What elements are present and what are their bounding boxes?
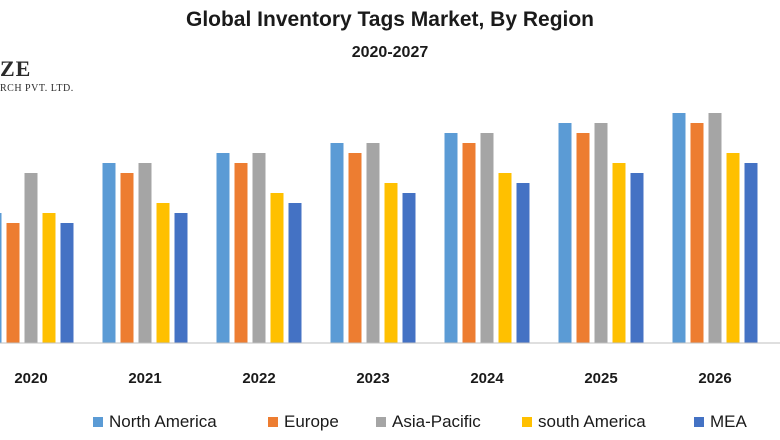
legend-label: Asia-Pacific xyxy=(392,412,481,431)
bar-2026-europe xyxy=(690,123,704,343)
bar-2025-europe xyxy=(576,133,590,343)
x-tick-label-2025: 2025 xyxy=(584,370,617,387)
legend-item-north-america: North America xyxy=(93,407,217,437)
bar-2024-europe xyxy=(462,143,476,343)
legend-swatch xyxy=(268,417,278,427)
bar-2026-north-america xyxy=(672,113,686,343)
bar-2020-asia-pacific xyxy=(24,173,38,343)
bar-2024-asia-pacific xyxy=(480,133,494,343)
bar-2022-asia-pacific xyxy=(252,153,266,343)
bar-2020-south-america xyxy=(42,213,56,343)
legend-item-south-america: south America xyxy=(522,407,646,437)
bar-2021-mea xyxy=(174,213,188,343)
bar-2024-south-america xyxy=(498,173,512,343)
bar-2022-europe xyxy=(234,163,248,343)
x-tick-label-2026: 2026 xyxy=(698,370,731,387)
bar-2022-mea xyxy=(288,203,302,343)
legend-label: MEA xyxy=(710,412,747,431)
x-tick-label-2024: 2024 xyxy=(470,370,504,387)
x-tick-label-2021: 2021 xyxy=(128,370,161,387)
legend-swatch xyxy=(694,417,704,427)
bar-2023-asia-pacific xyxy=(366,143,380,343)
bar-2026-south-america xyxy=(726,153,740,343)
bar-2025-south-america xyxy=(612,163,626,343)
bar-2021-asia-pacific xyxy=(138,163,152,343)
bar-group xyxy=(0,113,758,343)
x-tick-labels: 2020 2021 2022 2023 2024 2025 2026 xyxy=(14,370,731,387)
legend-item-asia-pacific: Asia-Pacific xyxy=(376,407,481,437)
bar-2024-mea xyxy=(516,183,530,343)
bar-2021-europe xyxy=(120,173,134,343)
legend-label: North America xyxy=(109,412,217,431)
watermark-logo-subtext: RCH PVT. LTD. xyxy=(0,83,74,94)
bar-2022-south-america xyxy=(270,193,284,343)
bar-2024-north-america xyxy=(444,133,458,343)
bar-2021-south-america xyxy=(156,203,170,343)
legend-item-europe: Europe xyxy=(268,407,339,437)
bar-2025-mea xyxy=(630,173,644,343)
bar-2023-south-america xyxy=(384,183,398,343)
bar-2020-europe xyxy=(6,223,20,343)
x-tick-label-2023: 2023 xyxy=(356,370,389,387)
chart-title: Global Inventory Tags Market, By Region xyxy=(185,8,595,31)
bar-2020-mea xyxy=(60,223,74,343)
legend-swatch xyxy=(376,417,386,427)
bar-2020-north-america xyxy=(0,213,2,343)
bar-2025-north-america xyxy=(558,123,572,343)
bar-2026-asia-pacific xyxy=(708,113,722,343)
bar-2023-europe xyxy=(348,153,362,343)
bar-2026-mea xyxy=(744,163,758,343)
bar-2025-asia-pacific xyxy=(594,123,608,343)
bar-2021-north-america xyxy=(102,163,116,343)
bar-2022-north-america xyxy=(216,153,230,343)
bar-2023-north-america xyxy=(330,143,344,343)
x-tick-label-2022: 2022 xyxy=(242,370,275,387)
bar-2023-mea xyxy=(402,193,416,343)
chart-subtitle: 2020-2027 xyxy=(351,44,429,61)
legend: North America Europe Asia-Pacific south Ame… xyxy=(0,407,780,437)
watermark-logo-text: ZE xyxy=(0,56,32,81)
legend-label: Europe xyxy=(284,412,339,431)
x-tick-label-2020: 2020 xyxy=(14,370,47,387)
legend-swatch xyxy=(522,417,532,427)
legend-label: south America xyxy=(538,412,646,431)
legend-item-mea: MEA xyxy=(694,407,747,437)
legend-swatch xyxy=(93,417,103,427)
